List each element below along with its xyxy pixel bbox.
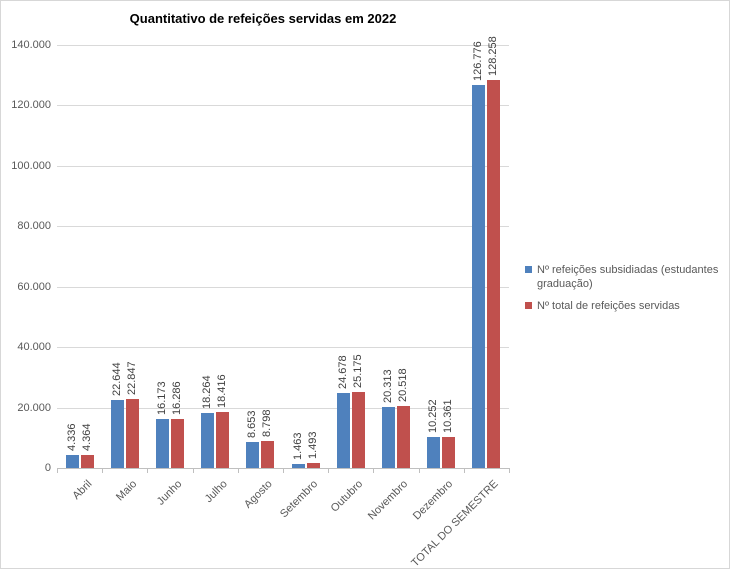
- bar-total-abril: [80, 454, 94, 468]
- x-axis-category-label: Abril: [70, 478, 95, 503]
- bar-subsidized-setembro: [291, 463, 305, 468]
- y-axis-tick-label: 80.000: [17, 220, 51, 233]
- legend-label-subsidized-meals: Nº refeições subsidiadas (estudantes gra…: [537, 264, 719, 290]
- x-axis-tick: [283, 469, 284, 473]
- x-axis-category-label: Junho: [154, 478, 185, 508]
- bar-subsidized-dezembro: [427, 437, 441, 468]
- y-axis-tick-label: 120.000: [11, 99, 51, 112]
- x-axis-tick: [418, 469, 420, 473]
- bar-value-label: 16.286: [171, 381, 183, 415]
- bar-value-label: 24.678: [336, 355, 349, 390]
- bar-value-label: 20.313: [382, 368, 394, 403]
- gridline: [57, 407, 509, 409]
- x-axis-line: [57, 468, 510, 469]
- bar-total-setembro: [306, 463, 320, 468]
- x-axis-category-label: TOTAL DO SEMESTRE: [409, 478, 501, 569]
- y-axis-tick-label: 0: [44, 462, 51, 474]
- x-axis-tick: [373, 469, 375, 473]
- bar-value-label: 1.463: [291, 432, 304, 460]
- bar-total-julho: [216, 412, 230, 468]
- bar-subsidized-junho: [156, 419, 169, 468]
- x-axis-category-label: Outubro: [328, 478, 366, 515]
- x-axis-tick: [509, 469, 510, 473]
- x-axis-tick: [102, 469, 104, 473]
- x-axis-category-label: Maio: [113, 478, 140, 504]
- bar-value-label: 18.264: [201, 375, 214, 409]
- bar-total-novembro: [397, 406, 410, 468]
- gridline: [57, 286, 509, 288]
- bar-value-label: 4.364: [80, 423, 93, 451]
- bar-value-label: 18.416: [216, 374, 229, 409]
- bar-value-label: 20.518: [397, 368, 409, 402]
- gridline: [57, 45, 509, 46]
- bar-subsidized-abril: [65, 454, 79, 468]
- x-axis-tick: [147, 469, 149, 473]
- bar-total-outubro: [351, 391, 365, 468]
- gridline: [57, 165, 509, 167]
- bar-subsidized-julho: [201, 412, 215, 468]
- x-axis-category-label: Novembro: [366, 478, 411, 523]
- bar-value-label: 25.175: [351, 354, 364, 388]
- bar-value-label: 4.336: [65, 423, 78, 451]
- bar-total-total-do-semestre: [487, 80, 501, 468]
- legend-item-subsidized-meals: Nº refeições subsidiadas (estudantes gra…: [525, 263, 727, 291]
- legend-marker-red-square: [525, 302, 532, 309]
- y-axis-tick-label: 20.000: [17, 401, 51, 414]
- bar-total-junho: [171, 418, 184, 468]
- bar-subsidized-total-do-semestre: [472, 84, 486, 468]
- gridline: [57, 347, 509, 349]
- x-axis-category-label: Agosto: [242, 478, 275, 511]
- x-axis-tick: [237, 469, 239, 473]
- legend-marker-blue-square: [525, 266, 532, 273]
- y-axis-tick-label: 100.000: [11, 159, 51, 172]
- bar-value-label: 16.173: [156, 381, 168, 416]
- gridline: [57, 105, 509, 107]
- bar-subsidized-agosto: [246, 441, 260, 468]
- bar-subsidized-outubro: [336, 393, 350, 468]
- bar-subsidized-maio: [110, 399, 124, 468]
- x-axis-category-label: Julho: [202, 478, 230, 506]
- x-axis-tick: [463, 469, 465, 473]
- bar-total-maio: [125, 398, 139, 468]
- x-axis-tick: [328, 469, 330, 473]
- bar-value-label: 126.776: [472, 41, 485, 81]
- y-axis-tick-label: 60.000: [17, 280, 51, 293]
- x-axis-tick: [192, 469, 194, 473]
- bar-value-label: 1.493: [306, 431, 319, 460]
- bar-subsidized-novembro: [382, 406, 395, 468]
- bar-value-label: 22.847: [125, 361, 138, 395]
- legend-label-total-meals: Nº total de refeições servidas: [537, 300, 680, 312]
- chart-title: Quantitativo de refeições servidas em 20…: [129, 11, 397, 26]
- y-axis-tick-label: 40.000: [17, 341, 51, 354]
- bar-total-dezembro: [442, 436, 456, 468]
- bar-value-label: 128.258: [487, 36, 500, 77]
- bar-total-agosto: [261, 441, 275, 468]
- bar-value-label: 10.361: [442, 399, 455, 433]
- bar-value-label: 8.653: [246, 410, 259, 438]
- x-axis-tick: [57, 469, 58, 473]
- bar-value-label: 8.798: [261, 409, 274, 438]
- bar-value-label: 10.252: [427, 399, 440, 434]
- legend-item-total-meals: Nº total de refeições servidas: [525, 299, 727, 313]
- x-axis-category-label: Dezembro: [411, 478, 456, 523]
- y-axis-tick-label: 140.000: [11, 39, 51, 51]
- bar-value-label: 22.644: [110, 361, 123, 396]
- x-axis-category-label: Setembro: [277, 478, 321, 521]
- legend: Nº refeições subsidiadas (estudantes gra…: [525, 263, 727, 313]
- gridline: [57, 226, 509, 228]
